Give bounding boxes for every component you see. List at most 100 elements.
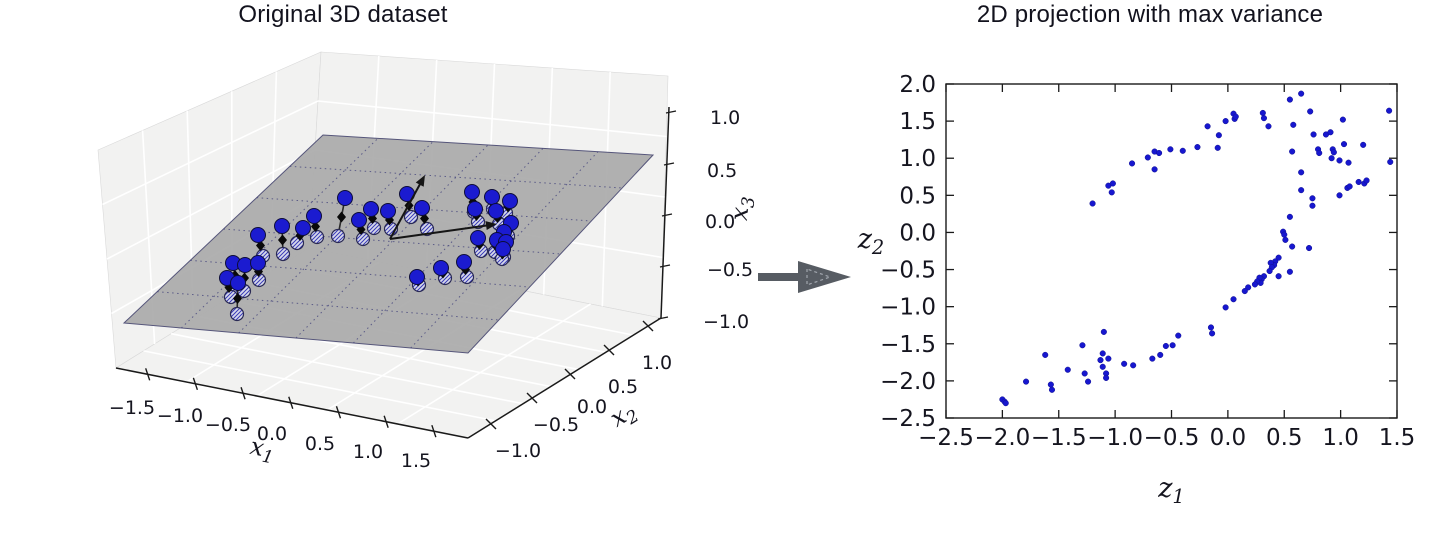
projected-point-3d	[275, 246, 291, 262]
projection-midpoint-marker	[337, 211, 346, 223]
data-point-2d	[1290, 121, 1297, 128]
data-point-2d	[1298, 187, 1305, 194]
projected-point-3d	[229, 306, 245, 322]
projected-point-3d	[366, 220, 382, 236]
data-point-2d	[1298, 90, 1305, 97]
z2-axis-label: z2	[857, 224, 885, 259]
data-point-2d	[1097, 357, 1104, 364]
data-point-2d	[1309, 195, 1316, 202]
data-point-2d	[1064, 366, 1071, 373]
pane-grid-line-left	[106, 149, 316, 260]
tick-label-z1: 0.5	[1266, 425, 1303, 451]
data-point-2d	[1149, 355, 1156, 362]
data-point-2d	[1387, 158, 1394, 165]
plane-grid-line	[289, 165, 623, 189]
title-3d-dataset: Original 3D dataset	[238, 1, 448, 28]
principal-component-arrowhead	[485, 221, 497, 230]
data-point-2d	[1363, 177, 1370, 184]
tick-label-z1: −2.0	[974, 425, 1030, 451]
tick-mark-x3	[661, 213, 673, 217]
data-point-2d	[1336, 192, 1343, 199]
pane-grid-line-floor	[170, 332, 524, 405]
data-point-2d	[1306, 244, 1313, 252]
data-point-2d	[1100, 328, 1107, 335]
data-point-2d	[1316, 149, 1323, 157]
plane-grid-line	[180, 137, 379, 329]
data-point-2d	[1175, 332, 1182, 339]
data-point-2d	[1327, 129, 1334, 136]
tick-label-x1: −1.0	[157, 405, 203, 427]
projected-point-3d	[419, 221, 435, 237]
data-point-2d	[1336, 157, 1343, 164]
tick-label-z1: −0.5	[1144, 425, 1200, 451]
tick-label-z2: 2.0	[899, 72, 936, 98]
data-point-3d	[495, 241, 511, 257]
data-point-2d	[1298, 169, 1305, 176]
title-2d-projection: 2D projection with max variance	[976, 1, 1324, 28]
data-point-2d	[1286, 96, 1293, 103]
data-point-2d	[1214, 144, 1221, 151]
data-point-3d	[464, 184, 480, 200]
data-point-2d	[1309, 202, 1316, 209]
principal-component-arrowhead	[415, 175, 425, 187]
data-point-3d	[433, 260, 449, 276]
data-point-2d	[1047, 381, 1054, 388]
data-point-2d	[1128, 160, 1136, 167]
tick-mark-x2	[642, 320, 654, 332]
data-point-2d	[1222, 304, 1229, 311]
data-point-2d	[1275, 273, 1282, 280]
principal-component-arrow	[389, 179, 423, 240]
tick-label-z2: −1.5	[880, 332, 936, 358]
data-point-2d	[1340, 141, 1348, 148]
data-point-3d	[250, 255, 266, 271]
tick-label-x1: −0.5	[205, 414, 251, 436]
data-point-2d	[1265, 123, 1272, 130]
tick-label-z2: 0.0	[899, 220, 936, 246]
data-point-2d	[1207, 324, 1215, 331]
tick-mark-x2	[564, 368, 576, 380]
data-point-2d	[1079, 342, 1086, 349]
projection-midpoint-marker	[233, 293, 242, 304]
tick-mark-x1	[335, 406, 342, 419]
tick-mark-x1	[383, 415, 389, 428]
tick-label-x2: 0.0	[577, 396, 607, 418]
tick-label-x2: −0.5	[533, 414, 579, 436]
data-point-2d	[1157, 351, 1164, 358]
x2-axis-line	[467, 317, 662, 439]
tick-label-z2: 1.0	[899, 146, 936, 172]
data-point-2d	[1194, 144, 1201, 151]
data-point-2d	[1222, 118, 1229, 125]
data-point-2d	[1002, 400, 1009, 407]
projection-midpoint-marker	[278, 234, 287, 246]
data-point-2d	[1260, 115, 1268, 122]
data-point-2d	[1085, 378, 1092, 385]
tick-label-x1: 1.0	[353, 441, 383, 463]
data-point-3d	[467, 201, 483, 217]
z1-axis-label: z1	[1157, 473, 1185, 508]
tick-label-z1: −1.5	[1031, 425, 1087, 451]
data-point-2d	[1215, 132, 1222, 139]
data-point-2d	[1099, 363, 1106, 370]
tick-mark-x1	[288, 396, 294, 409]
data-point-2d	[1121, 360, 1128, 367]
data-point-2d	[1386, 107, 1393, 114]
tick-label-z1: −2.5	[918, 425, 974, 451]
x1-axis-label: x1	[247, 432, 277, 468]
principal-component-arrow	[389, 223, 492, 240]
data-point-2d	[1048, 386, 1056, 393]
data-point-3d	[470, 230, 486, 246]
data-point-2d	[1081, 370, 1088, 377]
data-point-2d	[1282, 236, 1289, 243]
data-point-2d	[1105, 355, 1112, 362]
data-point-2d	[1156, 149, 1163, 157]
data-point-2d	[1328, 155, 1335, 162]
data-point-2d	[1042, 351, 1049, 358]
data-point-3d	[502, 193, 518, 209]
plane-grid-line	[295, 144, 489, 339]
projection-arrow-inner-outline	[806, 268, 832, 286]
data-point-3d	[414, 200, 430, 216]
projection-arrow	[758, 261, 851, 293]
x2-axis-label: x2	[605, 396, 643, 436]
data-point-2d	[1339, 116, 1346, 123]
data-point-2d	[1162, 342, 1169, 350]
